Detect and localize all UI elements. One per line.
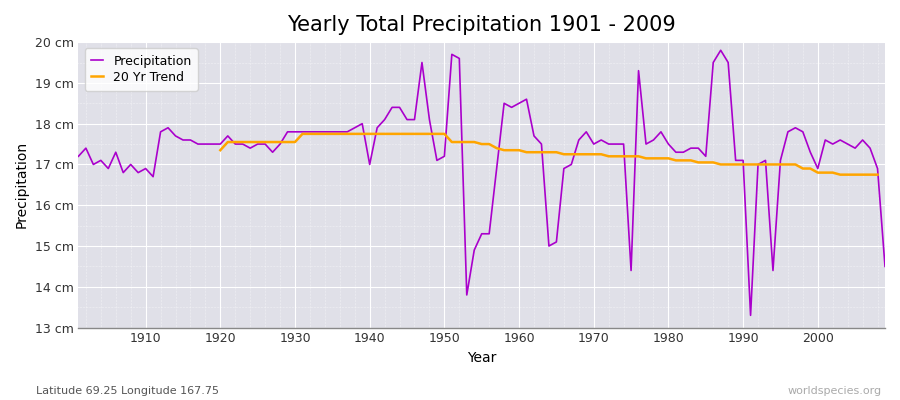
- Title: Yearly Total Precipitation 1901 - 2009: Yearly Total Precipitation 1901 - 2009: [287, 15, 676, 35]
- Precipitation: [133, 170, 144, 175]
- Precipitation: [514, 101, 525, 106]
- 20 Yr Trend: [872, 172, 883, 177]
- 20 Yr Trend: [835, 172, 846, 177]
- Precipitation: [745, 313, 756, 318]
- Precipitation: [342, 130, 353, 134]
- Y-axis label: Precipitation: Precipitation: [15, 141, 29, 228]
- 20 Yr Trend: [215, 148, 226, 152]
- Precipitation: [879, 264, 890, 269]
- Text: worldspecies.org: worldspecies.org: [788, 386, 882, 396]
- Precipitation: [506, 105, 517, 110]
- Text: Latitude 69.25 Longitude 167.75: Latitude 69.25 Longitude 167.75: [36, 386, 219, 396]
- Precipitation: [73, 154, 84, 159]
- 20 Yr Trend: [297, 132, 308, 136]
- 20 Yr Trend: [282, 140, 292, 144]
- 20 Yr Trend: [805, 166, 815, 171]
- 20 Yr Trend: [304, 132, 315, 136]
- Precipitation: [603, 142, 614, 146]
- 20 Yr Trend: [356, 132, 367, 136]
- Legend: Precipitation, 20 Yr Trend: Precipitation, 20 Yr Trend: [85, 48, 198, 91]
- Precipitation: [297, 130, 308, 134]
- Precipitation: [716, 48, 726, 53]
- Line: Precipitation: Precipitation: [78, 50, 885, 315]
- 20 Yr Trend: [476, 142, 487, 146]
- Line: 20 Yr Trend: 20 Yr Trend: [220, 134, 878, 175]
- X-axis label: Year: Year: [467, 351, 497, 365]
- 20 Yr Trend: [559, 152, 570, 157]
